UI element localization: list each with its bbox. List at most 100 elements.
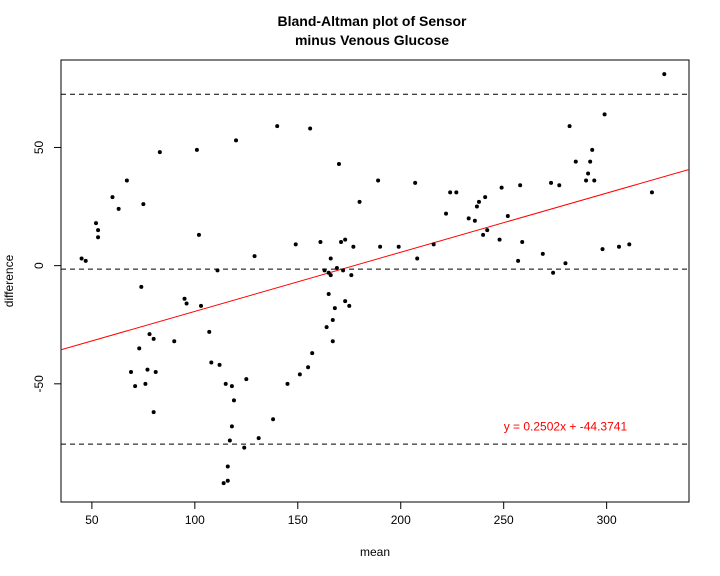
data-point: [563, 261, 568, 266]
data-point: [231, 398, 236, 403]
data-point: [172, 339, 177, 344]
data-point: [584, 178, 589, 183]
data-point: [330, 318, 335, 322]
data-point: [378, 244, 383, 249]
data-point: [476, 199, 481, 204]
data-point: [415, 256, 420, 261]
data-point: [330, 339, 335, 344]
data-point: [499, 185, 504, 190]
data-point: [332, 306, 337, 311]
data-point: [133, 384, 138, 389]
data-point: [483, 195, 488, 200]
x-tick-label: 300: [597, 513, 617, 527]
data-point: [341, 268, 346, 273]
data-point: [472, 218, 477, 223]
data-point: [129, 370, 134, 374]
data-point: [318, 240, 323, 244]
chart-title-line2: minus Venous Glucose: [295, 32, 449, 48]
regression-equation: y = 0.2502x + -44.3741: [504, 419, 628, 433]
data-point: [413, 180, 418, 185]
data-point: [336, 162, 341, 166]
data-point: [310, 351, 315, 356]
data-point: [466, 216, 471, 221]
data-point: [600, 247, 605, 252]
data-point: [96, 228, 101, 233]
data-point: [293, 242, 298, 247]
data-points: [79, 72, 667, 486]
data-point: [196, 232, 201, 237]
data-point: [141, 202, 146, 207]
data-point: [518, 183, 523, 188]
data-point: [627, 242, 632, 247]
x-axis-label: mean: [360, 545, 390, 559]
data-point: [339, 240, 344, 244]
data-point: [145, 367, 150, 372]
data-point: [94, 221, 99, 226]
data-point: [182, 296, 187, 301]
data-point: [147, 332, 152, 337]
data-point: [497, 237, 502, 242]
data-point: [347, 303, 352, 308]
data-point: [225, 464, 230, 469]
y-axis-label: difference: [2, 254, 16, 307]
x-tick-label: 150: [288, 513, 308, 527]
data-point: [567, 124, 572, 129]
data-point: [227, 438, 232, 443]
data-point: [110, 195, 115, 200]
data-point: [474, 204, 479, 209]
data-point: [431, 242, 436, 247]
data-point: [481, 232, 486, 237]
data-point: [516, 258, 521, 263]
data-point: [194, 147, 199, 152]
data-point: [157, 150, 162, 155]
data-point: [328, 256, 333, 261]
data-point: [662, 72, 667, 77]
data-point: [505, 214, 510, 218]
data-point: [244, 377, 249, 382]
data-point: [324, 325, 329, 330]
x-tick-label: 100: [185, 513, 205, 527]
data-point: [588, 159, 593, 164]
data-point: [649, 190, 654, 195]
data-point: [143, 381, 148, 386]
data-point: [557, 183, 562, 188]
data-point: [137, 346, 142, 351]
data-point: [79, 256, 84, 261]
x-tick-label: 50: [85, 513, 99, 527]
data-point: [153, 370, 158, 374]
y-axis: -50 0 50: [32, 140, 62, 392]
data-point: [590, 147, 595, 152]
y-tick-label: 0: [32, 262, 46, 269]
x-tick-label: 250: [494, 513, 514, 527]
data-point: [396, 244, 401, 249]
data-point: [124, 178, 129, 183]
data-point: [549, 180, 554, 185]
chart-title-line1: Bland-Altman plot of Sensor: [278, 13, 468, 29]
data-point: [116, 206, 121, 211]
data-point: [184, 301, 189, 306]
data-point: [229, 424, 234, 429]
data-point: [242, 445, 247, 450]
data-point: [592, 178, 597, 183]
data-point: [256, 436, 261, 441]
data-point: [349, 273, 354, 278]
data-point: [285, 381, 290, 386]
data-point: [96, 235, 101, 240]
data-point: [586, 171, 591, 176]
data-point: [151, 336, 156, 341]
data-point: [207, 329, 212, 334]
data-point: [252, 254, 257, 259]
data-point: [271, 417, 276, 422]
data-point: [229, 384, 234, 389]
data-point: [573, 159, 578, 164]
data-point: [616, 244, 621, 249]
data-point: [234, 138, 239, 143]
data-point: [217, 362, 222, 367]
data-point: [83, 258, 88, 263]
data-point: [444, 211, 449, 216]
data-point: [215, 268, 220, 273]
data-point: [139, 284, 144, 289]
x-axis: 50 100 150 200 250 300: [85, 501, 617, 527]
data-point: [357, 199, 362, 204]
